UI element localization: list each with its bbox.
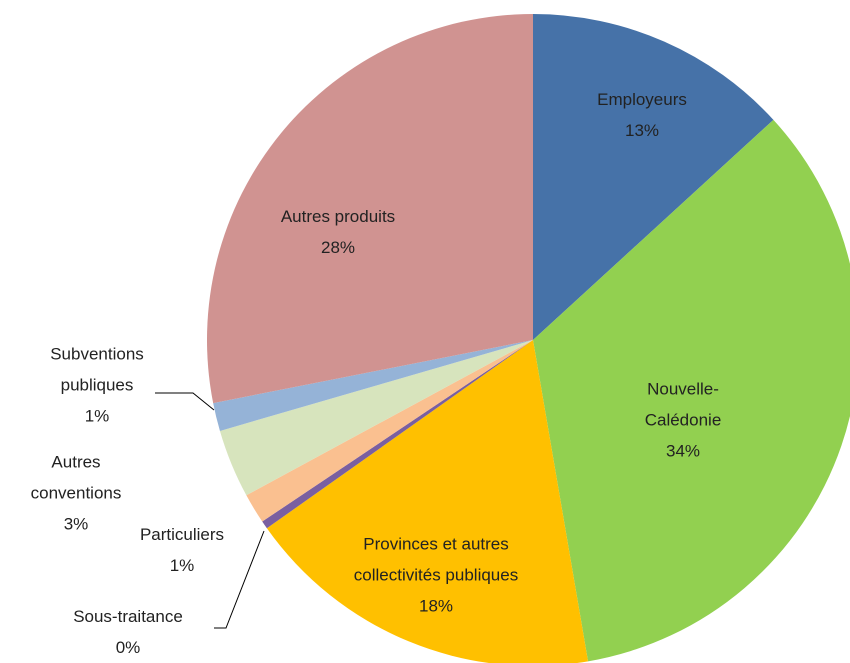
data-label: Employeurs 13% xyxy=(572,84,712,146)
pie-slice xyxy=(246,340,533,522)
value-label: 3% xyxy=(63,514,89,534)
data-label: Autres conventions 3% xyxy=(21,447,131,540)
value-label: 34% xyxy=(665,441,701,461)
value-label: 28% xyxy=(320,238,356,257)
data-label: Autres produits 28% xyxy=(238,201,438,263)
category-label: Provinces et autres collectivités publiq… xyxy=(353,534,519,585)
pie-slice xyxy=(266,340,589,663)
data-label: Particuliers 1% xyxy=(117,519,247,581)
category-label: Subventions publiques xyxy=(50,344,144,395)
category-label: Autres conventions xyxy=(30,452,122,503)
category-label: Autres produits xyxy=(280,207,396,226)
pie-slice xyxy=(219,340,533,496)
pie-slice xyxy=(533,14,774,340)
pie-slice xyxy=(206,14,533,404)
value-label: 0% xyxy=(115,638,141,657)
pie-slice xyxy=(533,119,850,662)
leader-line xyxy=(155,392,215,411)
value-label: 13% xyxy=(624,121,660,140)
category-label: Sous-traitance xyxy=(73,607,183,626)
leader-line xyxy=(214,530,265,629)
pie xyxy=(206,14,850,663)
data-label: Sous-traitance 0% xyxy=(43,601,213,663)
value-label: 1% xyxy=(84,406,110,426)
pie-slice xyxy=(213,340,533,431)
data-label: Subventions publiques 1% xyxy=(27,339,167,432)
data-label: Provinces et autres collectivités publiq… xyxy=(336,529,536,622)
category-label: Nouvelle-Calédonie xyxy=(644,379,722,430)
value-label: 1% xyxy=(169,556,195,575)
value-label: 18% xyxy=(418,596,454,616)
data-label: Nouvelle-Calédonie 34% xyxy=(628,374,738,467)
category-label: Employeurs xyxy=(597,90,687,109)
category-label: Particuliers xyxy=(139,525,225,544)
pie-slice xyxy=(262,340,533,529)
